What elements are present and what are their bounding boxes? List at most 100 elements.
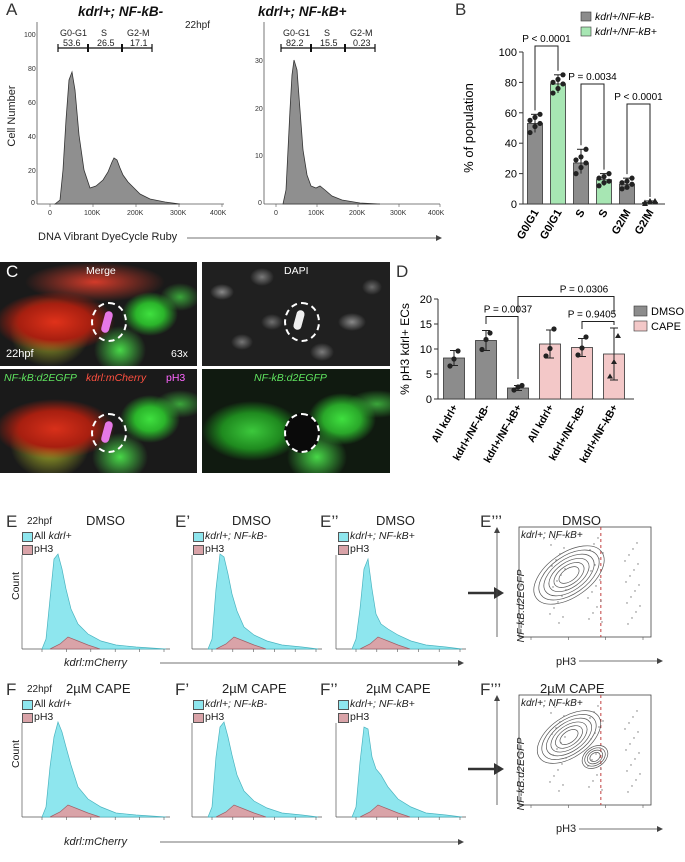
data-point bbox=[611, 359, 617, 364]
scatter-dot bbox=[592, 612, 594, 614]
f-ylabel: Count bbox=[10, 739, 22, 769]
legend-label: pH3 bbox=[34, 711, 54, 723]
x-tick: 0 bbox=[48, 210, 52, 217]
contour-line bbox=[541, 714, 597, 760]
scatter-dot bbox=[552, 586, 554, 588]
legend-swatch-pink bbox=[338, 713, 349, 723]
scatter-dot bbox=[635, 611, 637, 613]
cyan-histogram bbox=[351, 726, 463, 818]
contour-line bbox=[589, 752, 601, 762]
panel-letter-e: E bbox=[6, 512, 18, 531]
scatter-dot bbox=[601, 789, 603, 791]
x-tick: 100K bbox=[308, 210, 325, 217]
data-point bbox=[607, 373, 613, 379]
scatter-dot bbox=[629, 575, 631, 577]
legend-label: DMSO bbox=[651, 306, 684, 318]
cyan-histogram bbox=[351, 557, 463, 650]
arrow-head bbox=[458, 839, 464, 845]
y-tick-label: 15 bbox=[420, 319, 432, 331]
scatter-dot bbox=[561, 763, 563, 765]
contour-line bbox=[546, 717, 592, 757]
caption-merge: Merge bbox=[86, 265, 116, 277]
data-point bbox=[619, 186, 625, 192]
caption-egfp: NF-kB:d2EGFP bbox=[254, 372, 327, 384]
data-point bbox=[578, 154, 584, 160]
y-tick-label: 0 bbox=[426, 394, 432, 406]
scatter-dot bbox=[551, 565, 553, 567]
contour-line bbox=[548, 557, 590, 593]
scatter-dot bbox=[587, 597, 589, 599]
scatter-dot bbox=[549, 613, 551, 615]
significance-bracket bbox=[485, 316, 519, 379]
panel-letter-e2: E’’ bbox=[320, 512, 339, 531]
significance-bracket bbox=[534, 45, 559, 111]
data-point bbox=[583, 146, 589, 152]
f-xlabel: kdrl:mCherry bbox=[64, 836, 127, 848]
scatter-dot bbox=[560, 742, 562, 744]
scatter-dot bbox=[565, 589, 567, 591]
data-point bbox=[537, 111, 543, 117]
x-tick: 300K bbox=[390, 210, 407, 217]
panel-letter-a: A bbox=[6, 0, 18, 19]
p-value-label: P = 0.9405 bbox=[568, 310, 617, 321]
scatter-dot bbox=[624, 728, 626, 730]
e-xlabel: kdrl:mCherry bbox=[64, 657, 127, 669]
scatter-dot bbox=[631, 617, 633, 619]
scatter-dot bbox=[634, 590, 636, 592]
data-point bbox=[515, 384, 521, 390]
scatter-dot bbox=[630, 764, 632, 766]
scatter-dot bbox=[595, 753, 597, 755]
scatter-dot bbox=[553, 607, 555, 609]
scatter-dot bbox=[589, 549, 591, 551]
significance-bracket bbox=[581, 321, 615, 329]
panel-letter-f2: F’’ bbox=[320, 680, 338, 699]
micrograph-dapi: DAPI bbox=[202, 262, 390, 366]
pink-histogram bbox=[49, 636, 101, 650]
y-tick-label: 20 bbox=[505, 169, 517, 181]
e3-title: DMSO bbox=[562, 513, 601, 528]
legend-label: kdrl+; NF-kB- bbox=[205, 530, 268, 542]
data-point bbox=[629, 181, 635, 187]
scatter-dot bbox=[593, 543, 595, 545]
data-point bbox=[560, 81, 566, 87]
y-tick: 10 bbox=[255, 153, 263, 160]
y-tick-label: 40 bbox=[505, 138, 517, 150]
scatter-dot bbox=[550, 544, 552, 546]
gate-pct: 53.6 bbox=[63, 38, 81, 48]
legend-swatch-pink bbox=[22, 713, 33, 723]
y-tick: 20 bbox=[28, 168, 36, 175]
f3-xlabel: pH3 bbox=[556, 823, 577, 835]
contour-line bbox=[586, 749, 604, 765]
x-tick: 100K bbox=[84, 210, 101, 217]
legend-swatch-cyan bbox=[193, 700, 204, 710]
scatter-dot bbox=[625, 581, 627, 583]
cyan-histogram bbox=[207, 553, 319, 650]
y-tick-label: 0 bbox=[511, 199, 517, 211]
e1-title: DMSO bbox=[232, 513, 271, 528]
y-tick: 40 bbox=[28, 134, 36, 141]
caption-egfp: NF-kB:d2EGFP bbox=[4, 372, 77, 384]
contour-line bbox=[543, 553, 595, 597]
data-point bbox=[596, 175, 602, 181]
legend-label: kdrl+/NF-kB- bbox=[595, 11, 655, 23]
data-point bbox=[573, 157, 579, 163]
arrow-head bbox=[494, 763, 504, 775]
p-value-label: P = 0.0306 bbox=[560, 285, 609, 296]
data-point bbox=[511, 387, 517, 393]
scatter-dot bbox=[626, 770, 628, 772]
scatter-dot bbox=[635, 779, 637, 781]
y-tick-label: 60 bbox=[505, 108, 517, 120]
x-tick: 400K bbox=[428, 210, 445, 217]
gate-label: G2-M bbox=[127, 28, 150, 38]
scatter-dot bbox=[587, 765, 589, 767]
panel-letter-b: B bbox=[455, 0, 467, 19]
legend-label: CAPE bbox=[651, 321, 681, 333]
micrograph-egfp: NF-kB:d2EGFP bbox=[202, 369, 390, 473]
x-tick: 400K bbox=[210, 210, 227, 217]
scatter-dot bbox=[554, 706, 556, 708]
scatter-dot bbox=[549, 781, 551, 783]
data-point bbox=[579, 345, 585, 351]
pink-histogram bbox=[359, 804, 411, 818]
